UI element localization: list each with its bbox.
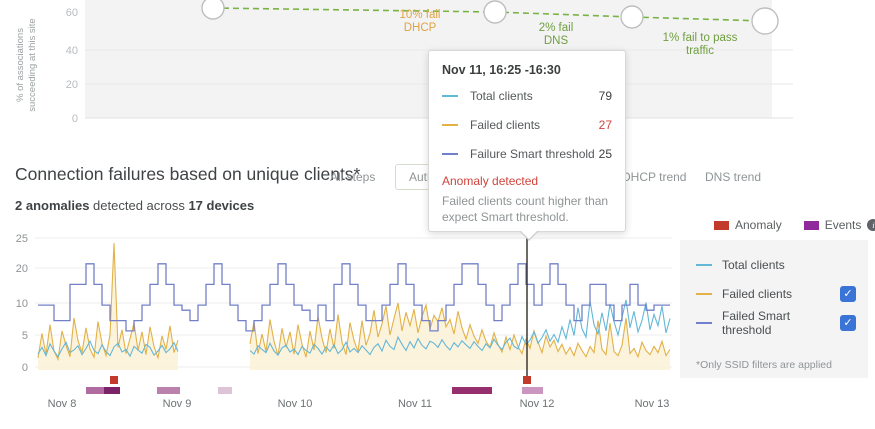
tooltip-title: Nov 11, 16:25 -16:30 [442, 63, 561, 77]
page-title: Connection failures based on unique clie… [15, 164, 361, 184]
svg-text:Nov 12: Nov 12 [520, 398, 555, 410]
anomaly-count: 2 anomalies [15, 198, 90, 213]
failed-smart-threshold-checkbox[interactable]: ✓ [840, 314, 856, 331]
svg-text:0: 0 [72, 113, 78, 125]
chart-marker-legend: Anomaly Events i [714, 218, 875, 232]
failure-smart-threshold-dash-icon [442, 152, 458, 155]
svg-text:20: 20 [16, 263, 28, 275]
svg-text:Nov 10: Nov 10 [278, 398, 313, 410]
tooltip-row-total-clients: Total clients 79 [442, 81, 612, 110]
events-legend-label: Events [824, 218, 862, 232]
ssid-filter-footnote: *Only SSID filters are applied [696, 359, 832, 371]
top-chart-y-axis-label: % of associations succeeding at this sit… [15, 18, 38, 112]
failed-clients-dash-icon [442, 123, 458, 126]
svg-text:Nov 9: Nov 9 [163, 398, 192, 410]
tooltip-row-failure-smart-threshold: Failure Smart threshold 25 [442, 139, 612, 168]
svg-text:Nov 11: Nov 11 [398, 398, 432, 410]
anomaly-legend-label: Anomaly [735, 218, 782, 232]
series-legend-panel: Total clients Failed clients ✓ Failed Sm… [680, 240, 868, 378]
svg-text:20: 20 [66, 79, 78, 91]
events-swatch [803, 220, 819, 230]
connection-failures-chart[interactable]: 25 20 10 5 0 Nov 8 Nov 9 Nov 10 Nov 11 Nov 12 Nov … [0, 230, 875, 429]
svg-text:40: 40 [66, 45, 78, 57]
svg-text:25: 25 [16, 233, 28, 245]
svg-text:Nov 13: Nov 13 [635, 398, 670, 410]
failed-smart-threshold-swatch [696, 321, 712, 324]
failed-clients-checkbox[interactable]: ✓ [840, 285, 856, 302]
tab-dhcp-trend[interactable]: DHCP trend [622, 170, 687, 184]
legend-item-failed-clients: Failed clients ✓ [696, 283, 856, 304]
tab-all-steps[interactable]: All steps [330, 170, 376, 184]
anomaly-detected-label: Anomaly detected [442, 174, 539, 188]
datapoint-tooltip: Nov 11, 16:25 -16:30 Total clients 79 Fa… [428, 50, 626, 241]
tooltip-row-failed-clients: Failed clients 27 [442, 110, 612, 139]
legend-item-total-clients: Total clients [696, 254, 856, 275]
failed-clients-swatch [696, 292, 712, 295]
anomaly-description: Failed clients count higher than expect … [442, 194, 609, 225]
svg-text:Nov 8: Nov 8 [48, 398, 77, 410]
device-count: 17 devices [188, 198, 255, 213]
tab-dns-trend[interactable]: DNS trend [705, 170, 762, 184]
legend-item-failed-smart-threshold: Failed Smart threshold ✓ [696, 309, 856, 337]
svg-text:0: 0 [22, 362, 28, 374]
total-clients-swatch [696, 263, 712, 266]
anomaly-summary: 2 anomalies detected across 17 devices [15, 198, 255, 213]
svg-text:60: 60 [66, 7, 78, 19]
info-icon[interactable]: i [867, 219, 875, 231]
svg-text:5: 5 [22, 330, 28, 342]
svg-text:10: 10 [16, 298, 28, 310]
total-clients-dash-icon [442, 94, 458, 97]
anomaly-swatch [714, 220, 729, 230]
